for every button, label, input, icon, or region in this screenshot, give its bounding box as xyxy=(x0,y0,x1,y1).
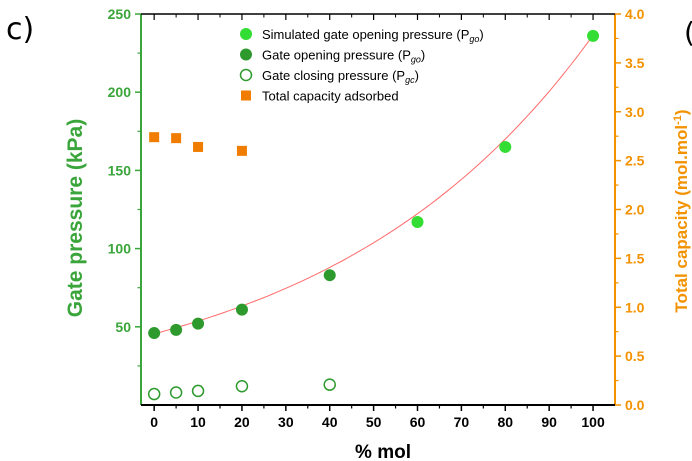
closing-pressure-point xyxy=(147,387,161,401)
capacity-point xyxy=(171,133,182,144)
y-axis-label-right: Total capacity (mol.mol-1) xyxy=(672,109,691,312)
y-right-tick-label: 0.5 xyxy=(625,348,645,364)
y-right-tick-label: 2.0 xyxy=(625,202,645,218)
panel-label: c) xyxy=(6,12,35,47)
simulated-pressure-point xyxy=(587,29,600,42)
closing-pressure-point xyxy=(235,379,249,393)
x-tick-label: 10 xyxy=(190,414,206,430)
y-right-tick-label: 1.0 xyxy=(625,299,645,315)
x-tick-label: 50 xyxy=(366,414,382,430)
y-right-tick-label: 2.5 xyxy=(625,153,645,169)
legend-label: Gate closing pressure (Pgc) xyxy=(262,68,419,85)
simulated-pressure-point xyxy=(499,140,512,153)
closing-pressure-point xyxy=(169,386,183,399)
fit-curve xyxy=(154,34,594,335)
x-tick-label: 40 xyxy=(322,414,338,430)
legend-marker-closing xyxy=(239,68,253,82)
y-axis-label-left: Gate pressure (kPa) xyxy=(64,119,87,317)
y-right-tick-label: 3.0 xyxy=(625,104,645,120)
legend-marker-capacity xyxy=(241,90,251,101)
x-tick-label: 30 xyxy=(278,414,294,430)
opening-pressure-point xyxy=(148,327,161,340)
x-tick-label: 60 xyxy=(410,414,426,430)
y-left-tick-label: 250 xyxy=(108,6,132,22)
fit-curve-group xyxy=(154,34,594,335)
opening-pressure-point xyxy=(192,317,205,330)
opening-pressure-point xyxy=(170,323,183,336)
x-tick-label: 0 xyxy=(150,414,158,430)
legend-label: Simulated gate opening pressure (Pgo) xyxy=(262,27,484,44)
legend: Simulated gate opening pressure (Pgo) Gat… xyxy=(239,27,484,104)
next-panel-label: ( xyxy=(684,16,692,49)
y-right-tick-label: 4.0 xyxy=(625,6,645,22)
closing-pressure-point xyxy=(323,378,336,391)
y-left-tick-label: 150 xyxy=(108,162,132,178)
y-right-tick-label: 0.0 xyxy=(625,397,645,413)
x-tick-label: 70 xyxy=(454,414,470,430)
simulated-pressure-point xyxy=(411,216,424,229)
opening-pressure-point xyxy=(235,303,248,316)
y-right-tick-label: 1.5 xyxy=(625,250,645,266)
x-axis-label: % mol xyxy=(355,442,411,461)
legend-marker-simulated xyxy=(240,28,252,40)
y-left-tick-label: 200 xyxy=(108,84,132,100)
capacity-point xyxy=(149,132,160,143)
y-left-tick-label: 100 xyxy=(108,241,132,257)
axes: 0 10 20 30 40 50 60 70 80 90 100 50 100 150 200 250 0.0 0… xyxy=(108,6,645,430)
y-left-tick-label: 50 xyxy=(115,319,131,335)
x-tick-label: 20 xyxy=(234,414,250,430)
x-tick-label: 90 xyxy=(541,414,557,430)
closing-pressure-point xyxy=(191,384,205,398)
data-marks xyxy=(147,29,600,401)
capacity-point xyxy=(236,145,247,156)
legend-label: Gate opening pressure (Pgo) xyxy=(262,48,425,65)
capacity-point xyxy=(193,141,204,152)
opening-pressure-point xyxy=(323,269,336,282)
legend-label: Total capacity adsorbed xyxy=(262,89,399,104)
x-tick-label: 80 xyxy=(497,414,513,430)
x-tick-label: 100 xyxy=(581,414,605,430)
legend-marker-opening xyxy=(240,48,252,61)
y-right-tick-label: 3.5 xyxy=(625,55,645,71)
